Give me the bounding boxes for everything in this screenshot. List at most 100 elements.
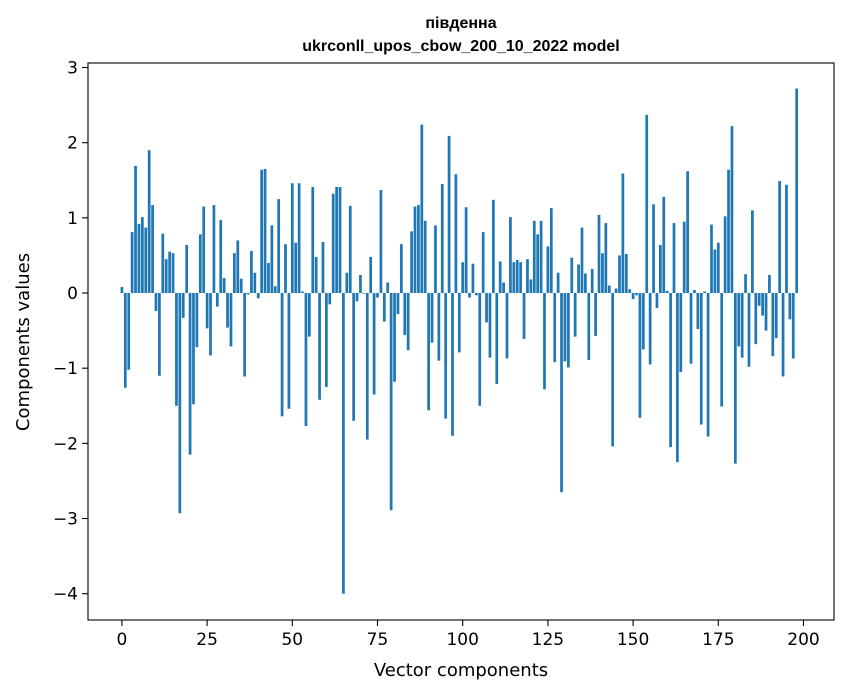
bar-117 — [519, 262, 523, 294]
bar-2 — [127, 293, 131, 370]
bar-68 — [352, 293, 356, 421]
bar-100 — [461, 262, 465, 294]
bar-179 — [730, 126, 734, 294]
bar-65 — [342, 293, 345, 594]
bar-34 — [236, 240, 240, 294]
bar-11 — [158, 293, 161, 376]
y-tick-label: −3 — [53, 510, 78, 530]
bar-62 — [331, 193, 335, 294]
bar-140 — [597, 214, 601, 294]
bar-39 — [253, 272, 257, 294]
bar-8 — [147, 150, 151, 294]
bar-36 — [243, 293, 246, 377]
bar-75 — [376, 293, 379, 298]
x-tick-label: 100 — [446, 630, 478, 650]
bar-155 — [648, 293, 652, 365]
bar-96 — [447, 135, 451, 294]
bar-1 — [123, 293, 127, 388]
x-axis-label: Vector components — [374, 660, 548, 681]
bar-182 — [740, 293, 744, 358]
bar-52 — [297, 183, 301, 294]
bar-48 — [284, 244, 287, 294]
bar-4 — [134, 165, 137, 294]
bar-150 — [631, 293, 635, 300]
bar-167 — [689, 293, 693, 364]
bar-112 — [502, 282, 505, 294]
bar-98 — [454, 174, 458, 294]
bar-151 — [635, 293, 638, 296]
bar-198 — [795, 88, 799, 294]
bar-7 — [144, 227, 148, 294]
bar-91 — [430, 293, 434, 343]
bar-69 — [355, 293, 359, 302]
bar-147 — [621, 173, 625, 294]
bar-102 — [468, 293, 471, 298]
bar-94 — [440, 184, 444, 294]
bar-148 — [624, 253, 628, 294]
bar-78 — [386, 282, 390, 294]
bar-40 — [256, 293, 260, 299]
bar-193 — [778, 181, 782, 294]
bar-142 — [604, 223, 608, 294]
bar-82 — [400, 244, 403, 294]
bar-124 — [543, 293, 546, 390]
bar-72 — [365, 293, 369, 440]
y-tick-label: −4 — [53, 585, 78, 605]
bar-84 — [406, 293, 410, 351]
bar-46 — [277, 199, 281, 294]
bar-160 — [665, 290, 669, 294]
x-tick-label: 75 — [367, 630, 389, 650]
y-tick-label: −2 — [53, 434, 78, 454]
bar-138 — [590, 268, 594, 294]
bar-134 — [577, 264, 580, 294]
bar-173 — [710, 224, 713, 294]
bar-90 — [427, 293, 430, 411]
bar-81 — [396, 293, 400, 315]
bar-58 — [318, 293, 321, 400]
x-tick-label: 25 — [196, 630, 218, 650]
bar-101 — [464, 207, 468, 294]
bar-88 — [420, 124, 424, 294]
bar-6 — [140, 217, 144, 294]
bar-115 — [512, 262, 516, 294]
bar-95 — [444, 293, 448, 419]
bar-17 — [178, 293, 182, 514]
bar-103 — [471, 263, 475, 294]
bar-123 — [539, 220, 543, 294]
y-tick-label: 2 — [67, 134, 78, 154]
bar-25 — [205, 293, 209, 329]
bar-165 — [682, 221, 686, 294]
bar-195 — [785, 184, 788, 294]
bar-18 — [181, 293, 185, 318]
bar-10 — [154, 293, 158, 312]
bar-93 — [437, 293, 441, 361]
bar-108 — [488, 293, 492, 358]
bar-109 — [492, 199, 495, 294]
bar-132 — [570, 257, 574, 294]
bar-77 — [382, 293, 386, 322]
bar-86 — [413, 206, 417, 294]
bar-33 — [233, 253, 236, 294]
bar-16 — [175, 293, 178, 406]
bar-125 — [546, 246, 550, 294]
y-tick-label: −1 — [53, 359, 78, 379]
bar-14 — [168, 251, 171, 294]
bar-55 — [307, 293, 311, 337]
bar-61 — [328, 293, 332, 305]
bar-185 — [751, 210, 754, 294]
bar-28 — [215, 293, 219, 307]
bar-139 — [594, 293, 597, 336]
chart-title-line-2: ukrconll_upos_cbow_200_10_2022 model — [302, 38, 619, 55]
bar-49 — [287, 293, 291, 409]
x-tick-label: 0 — [116, 630, 127, 650]
bar-146 — [618, 255, 621, 294]
bar-186 — [754, 293, 758, 345]
bar-158 — [659, 244, 662, 294]
bar-13 — [164, 259, 168, 294]
bar-107 — [485, 293, 488, 323]
bar-194 — [781, 293, 785, 377]
bar-189 — [764, 293, 768, 331]
bar-196 — [788, 293, 792, 320]
bar-110 — [495, 293, 499, 384]
